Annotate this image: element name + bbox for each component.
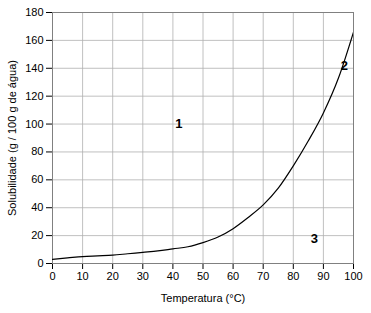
svg-text:60: 60 xyxy=(31,173,43,185)
svg-text:80: 80 xyxy=(31,145,43,157)
svg-text:20: 20 xyxy=(31,229,43,241)
svg-text:160: 160 xyxy=(25,34,43,46)
svg-text:90: 90 xyxy=(317,270,329,282)
svg-text:Solubilidade (g / 100 g de águ: Solubilidade (g / 100 g de água) xyxy=(6,60,18,216)
svg-text:40: 40 xyxy=(31,201,43,213)
svg-text:70: 70 xyxy=(257,270,269,282)
svg-text:20: 20 xyxy=(107,270,119,282)
svg-text:140: 140 xyxy=(25,62,43,74)
svg-text:50: 50 xyxy=(197,270,209,282)
svg-text:100: 100 xyxy=(25,118,43,130)
svg-text:Temperatura (°C): Temperatura (°C) xyxy=(161,292,245,304)
svg-text:2: 2 xyxy=(341,58,348,73)
svg-text:0: 0 xyxy=(49,270,55,282)
svg-text:10: 10 xyxy=(76,270,88,282)
svg-text:1: 1 xyxy=(175,116,182,131)
svg-text:3: 3 xyxy=(311,231,318,246)
svg-text:40: 40 xyxy=(167,270,179,282)
svg-text:180: 180 xyxy=(25,6,43,18)
svg-text:100: 100 xyxy=(344,270,362,282)
svg-text:80: 80 xyxy=(287,270,299,282)
svg-text:0: 0 xyxy=(37,257,43,269)
svg-text:60: 60 xyxy=(227,270,239,282)
svg-text:120: 120 xyxy=(25,90,43,102)
svg-text:30: 30 xyxy=(137,270,149,282)
